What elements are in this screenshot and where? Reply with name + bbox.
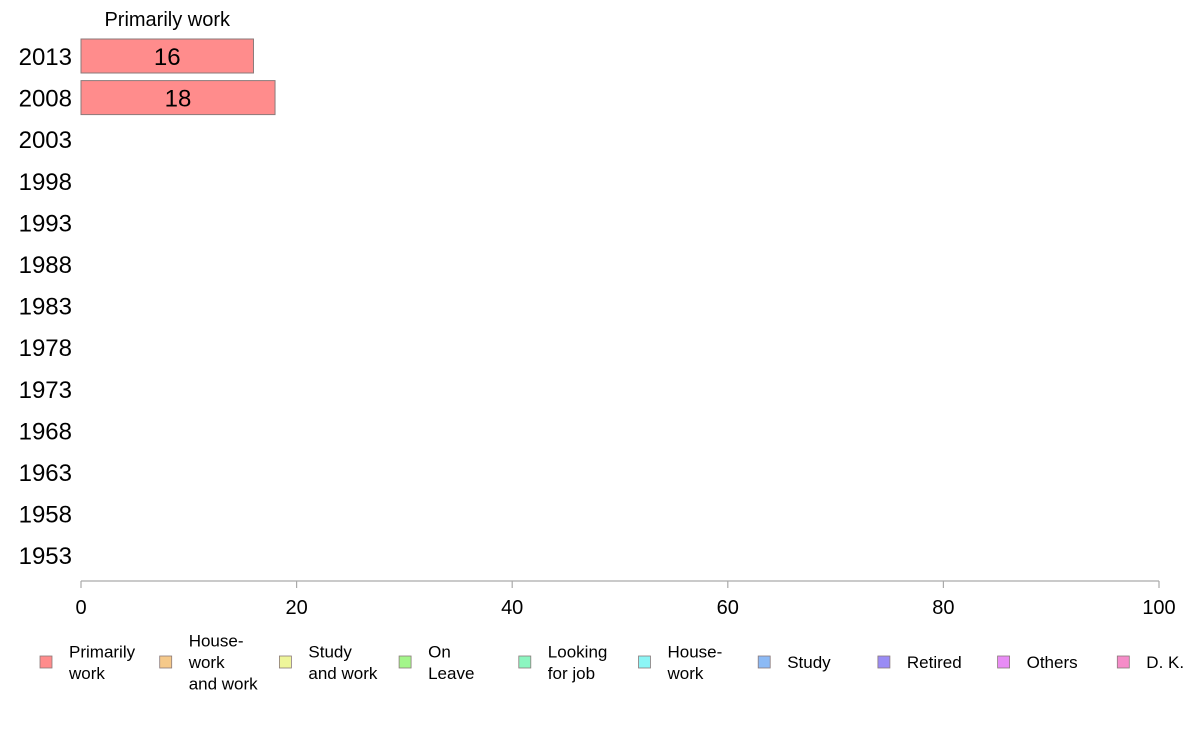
legend-swatch-6 [757, 655, 771, 669]
legend-label-1-line-2: and work [189, 675, 258, 694]
y-axis-labels: 2013 2008 2003 1998 1993 1988 1983 1978 1973 1968… [19, 44, 72, 570]
legend-swatch-0 [39, 655, 53, 669]
legend-label-6-line-0: Study [787, 653, 831, 672]
y-tick-label-1963: 1963 [19, 460, 72, 487]
legend-label-1-line-0: House- [189, 632, 244, 651]
legend-label-8-line-0: Others [1027, 653, 1078, 672]
legend-label-9-line-0: D. K. [1146, 653, 1184, 672]
bar-2008-series-0 [80, 80, 276, 116]
x-tick-label-80: 80 [932, 597, 954, 619]
legend-label-1-line-1: work [188, 653, 225, 672]
legend-swatch-4 [518, 655, 532, 669]
legend-label-3-line-0: On [428, 642, 451, 661]
legend-swatch-1 [159, 655, 173, 669]
x-tick-label-20: 20 [285, 597, 307, 619]
legend-swatch-8 [997, 655, 1010, 669]
series-title: Primarily work [104, 9, 231, 31]
y-tick-label-1978: 1978 [19, 335, 72, 362]
legend-label-3-line-1: Leave [428, 664, 474, 683]
y-tick-label-1998: 1998 [19, 169, 72, 196]
y-tick-label-1953: 1953 [19, 543, 72, 570]
legend-swatch-3 [398, 655, 412, 669]
x-axis: 0 20 40 60 80 100 [75, 580, 1176, 619]
x-tick-label-0: 0 [75, 597, 86, 619]
y-tick-label-2013: 2013 [19, 44, 72, 71]
y-tick-label-1983: 1983 [19, 294, 72, 321]
legend-label-4-line-0: Looking [548, 642, 608, 661]
legend-label-0-line-1: work [68, 664, 105, 683]
y-tick-label-2003: 2003 [19, 127, 72, 154]
legend-label-2-line-1: and work [308, 664, 377, 683]
data-label-2008-series-0: 18 [165, 86, 192, 113]
legend-label-2-line-0: Study [308, 642, 352, 661]
data-label-2013-series-0: 16 [154, 44, 181, 71]
x-tick-label-60: 60 [717, 597, 739, 619]
x-tick-label-40: 40 [501, 597, 523, 619]
y-tick-label-2008: 2008 [19, 86, 72, 113]
legend-label-5-line-1: work [667, 664, 704, 683]
x-tick-label-100: 100 [1142, 597, 1175, 619]
y-tick-label-1993: 1993 [19, 210, 72, 237]
y-tick-label-1988: 1988 [19, 252, 72, 279]
bar-2013-series-0 [80, 38, 254, 74]
legend: Primarily work House-work and work Study and … [39, 632, 1184, 694]
legend-swatch-7 [877, 655, 891, 669]
legend-label-7-line-0: Retired [907, 653, 962, 672]
legend-swatch-9 [1116, 655, 1130, 669]
legend-swatch-2 [278, 655, 292, 669]
legend-label-0-line-0: Primarily [69, 642, 136, 661]
y-tick-label-1968: 1968 [19, 418, 72, 445]
legend-swatch-5 [638, 655, 651, 669]
legend-label-5-line-0: House- [668, 642, 723, 661]
y-tick-label-1958: 1958 [19, 502, 72, 529]
y-tick-label-1973: 1973 [19, 377, 72, 404]
legend-label-4-line-1: for job [548, 664, 595, 683]
